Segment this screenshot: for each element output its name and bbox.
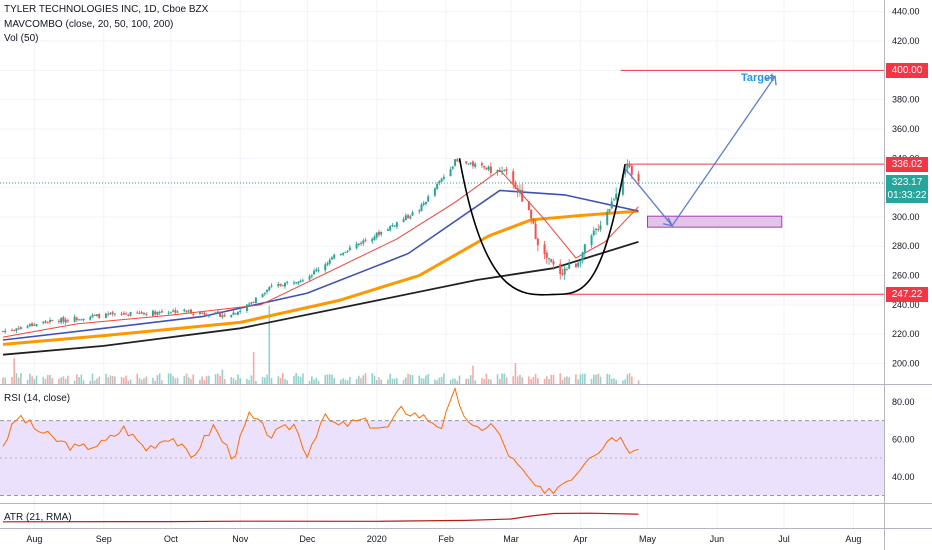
rsi-tick-label: 60.00 (892, 434, 915, 444)
time-axis[interactable]: Aug Sep Oct Nov Dec 2020 Feb Mar Apr May Jun Jul Aug (26, 534, 861, 544)
price-tick-label: 300.00 (892, 212, 920, 222)
rsi-indicator-label: RSI (14, close) (4, 393, 71, 404)
countdown-badge: 01:33:22 (886, 188, 928, 204)
target-box[interactable] (647, 215, 783, 228)
rsi-tick-label: 80.00 (892, 397, 915, 407)
cup-curve[interactable] (458, 158, 626, 296)
atr-line (2, 512, 639, 523)
price-tick-label: 240.00 (892, 300, 920, 310)
price-tick-label: 420.00 (892, 36, 920, 46)
time-tick-label: Mar (503, 534, 519, 544)
target-label: Target (741, 72, 774, 84)
candlesticks (2, 157, 640, 334)
ma50-line (2, 209, 639, 346)
volume-bars (2, 305, 640, 384)
time-tick-label: Oct (164, 534, 179, 544)
atr-indicator-label: ATR (21, RMA) (4, 512, 72, 523)
symbol-title: TYLER TECHNOLOGIES INC, 1D, Cboe BZX (4, 4, 209, 15)
time-tick-label: Aug (845, 534, 861, 544)
projection-arrowhead-down (662, 217, 674, 227)
price-tick-label: 220.00 (892, 329, 920, 339)
time-tick-label: Apr (573, 534, 587, 544)
price-tick-label: 280.00 (892, 241, 920, 251)
rsi-axis: 40.00 60.00 80.00 (892, 397, 915, 482)
time-tick-label: Dec (299, 534, 316, 544)
price-tick-label: 440.00 (892, 7, 920, 17)
ma-indicator-label: MAVCOMBO (close, 20, 50, 100, 200) (4, 19, 174, 30)
time-tick-label: Jun (710, 534, 725, 544)
time-tick-label: Feb (438, 534, 454, 544)
time-tick-label: Nov (232, 534, 249, 544)
time-tick-label: Sep (96, 534, 112, 544)
time-tick-label: May (639, 534, 657, 544)
time-tick-label: 2020 (367, 534, 387, 544)
volume-indicator-label: Vol (50) (4, 33, 39, 44)
price-badge-last: 323.17 (886, 175, 928, 191)
price-tick-label: 360.00 (892, 124, 920, 134)
price-tick-label: 260.00 (892, 271, 920, 281)
projection-arrowhead-up (765, 75, 777, 86)
price-badge-400: 400.00 (886, 62, 928, 78)
price-tick-label: 380.00 (892, 95, 920, 105)
ma200-line (2, 240, 639, 356)
ma100-line (2, 189, 639, 341)
price-tick-label: 200.00 (892, 358, 920, 368)
price-badge-336: 336.02 (886, 156, 928, 172)
rsi-line (2, 386, 639, 495)
price-badge-247: 247.22 (886, 286, 928, 302)
time-tick-label: Jul (778, 534, 790, 544)
time-tick-label: Aug (26, 534, 42, 544)
rsi-tick-label: 40.00 (892, 472, 915, 482)
